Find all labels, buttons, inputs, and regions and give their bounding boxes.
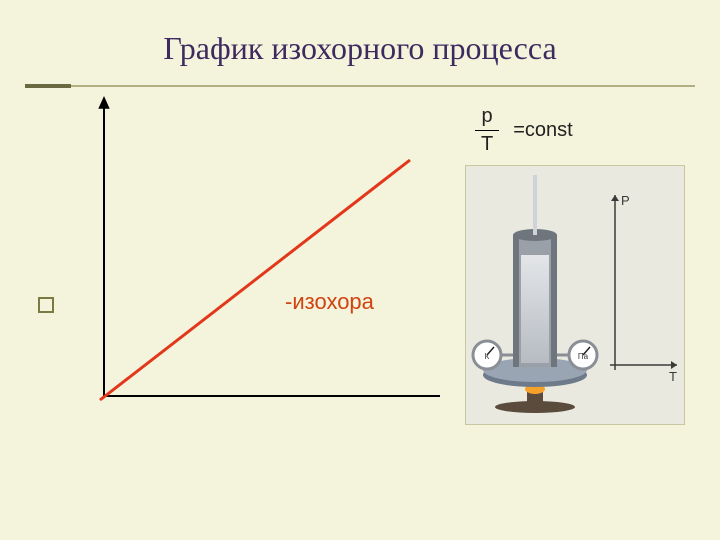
apparatus-diagram: P T К Па <box>465 165 685 425</box>
svg-text:T: T <box>669 369 677 384</box>
svg-text:К: К <box>485 352 490 361</box>
bullet-marker <box>38 297 54 313</box>
page-title: График изохорного процесса <box>163 30 556 67</box>
rule-line <box>71 85 695 87</box>
svg-text:P: P <box>621 193 630 208</box>
gay-lussac-formula: p T =const <box>475 105 573 156</box>
fraction-denom: T <box>475 131 499 156</box>
fraction: p T <box>475 105 499 156</box>
isochore-label: -изохора <box>285 289 374 315</box>
svg-text:Па: Па <box>578 352 589 361</box>
title-underline <box>0 84 720 88</box>
fraction-numer: p <box>476 105 499 130</box>
isochoric-graph <box>90 96 440 416</box>
rule-accent <box>25 84 71 88</box>
formula-rhs: =const <box>513 119 572 142</box>
